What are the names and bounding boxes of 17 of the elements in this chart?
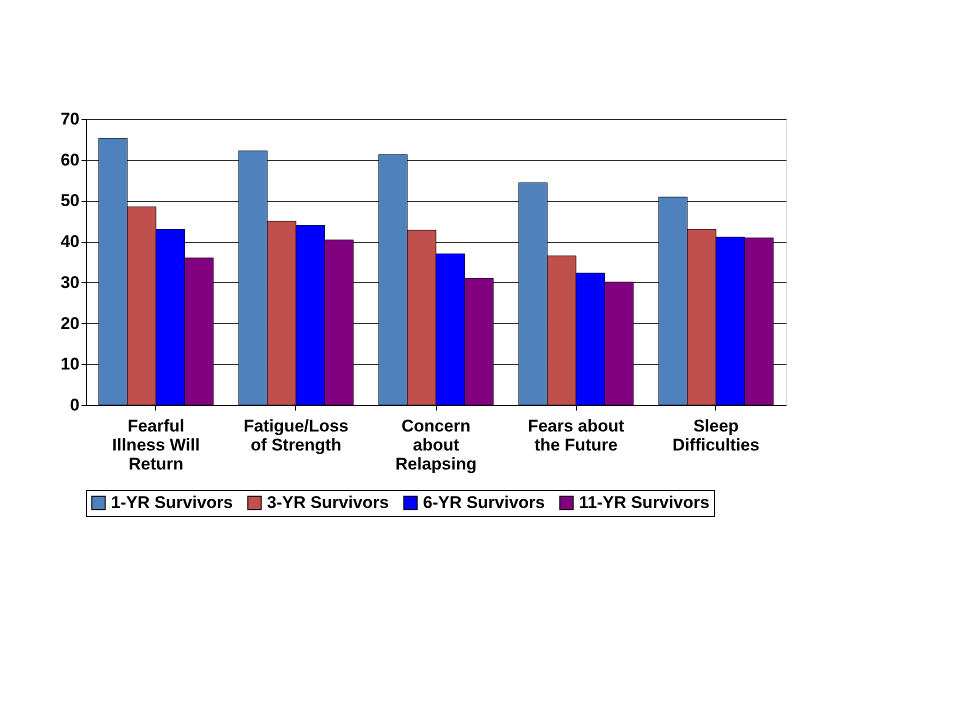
y-tick-label: 30 <box>60 272 80 292</box>
legend-label: 6-YR Survivors <box>423 492 545 512</box>
y-tick-label: 20 <box>60 314 80 333</box>
legend-label: 11-YR Survivors <box>579 492 710 512</box>
y-tick-label: 10 <box>60 354 80 374</box>
x-tick-label: Sleep Difficulties <box>672 416 760 454</box>
legend-label: 3-YR Survivors <box>267 492 389 512</box>
x-tick-label: Fatigue/Loss of Strength <box>244 416 348 454</box>
x-tick-label: Concern about Relapsing <box>395 416 477 474</box>
y-tick-label: 60 <box>60 150 80 170</box>
x-tick-label: Fearful Illness Will Return <box>112 416 200 474</box>
legend-label: 1-YR Survivors <box>111 492 233 512</box>
y-tick-label: 70 <box>60 110 80 128</box>
y-tick-label: 40 <box>60 232 80 252</box>
y-tick-label: 0 <box>70 396 80 414</box>
x-tick-label: Fears about the Future <box>528 416 625 454</box>
y-tick-label: 50 <box>60 191 80 210</box>
